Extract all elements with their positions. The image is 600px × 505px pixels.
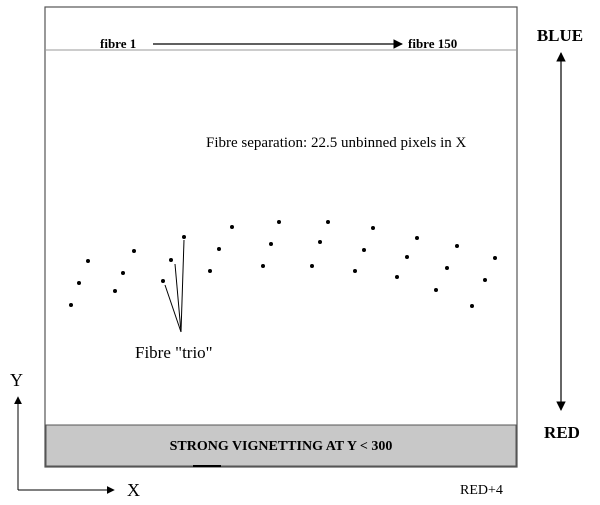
- fibre-dot: [455, 244, 459, 248]
- fibre-dot: [169, 258, 173, 262]
- red-label: RED: [544, 423, 580, 442]
- fibre-dot: [371, 226, 375, 230]
- fibre-dot: [182, 235, 186, 239]
- vignetting-band: [45, 424, 517, 467]
- fibre-dot: [415, 236, 419, 240]
- fibre-dot: [310, 264, 314, 268]
- fibre-dot: [77, 281, 81, 285]
- trio-pointer-line: [174, 263, 182, 333]
- fibre-dot: [493, 256, 497, 260]
- fibre-dot: [217, 247, 221, 251]
- fibre-dots: [69, 220, 497, 308]
- fibre-dot: [230, 225, 234, 229]
- fibre-dot: [69, 303, 73, 307]
- fibre-dot: [277, 220, 281, 224]
- blue-label: BLUE: [537, 26, 583, 45]
- trio-pointer-line: [164, 284, 182, 333]
- fibre-dot: [86, 259, 90, 263]
- fibre-dot: [261, 264, 265, 268]
- fibre-end-label: fibre 150: [408, 36, 457, 51]
- fibre-separation-note: Fibre separation: 22.5 unbinned pixels i…: [206, 135, 467, 151]
- fibre-dot: [470, 304, 474, 308]
- fibre-trio-label: Fibre "trio": [135, 343, 213, 362]
- fibre-dot: [121, 271, 125, 275]
- fibre-dot: [113, 289, 117, 293]
- fibre-dot: [269, 242, 273, 246]
- fibre-dot: [362, 248, 366, 252]
- detector-frame: [44, 6, 518, 468]
- fibre-dot: [132, 249, 136, 253]
- fibre-dot: [395, 275, 399, 279]
- axis-y-label: Y: [10, 370, 23, 390]
- trio-pointer-line: [180, 239, 185, 333]
- fibre-dot: [405, 255, 409, 259]
- fibre-dot: [445, 266, 449, 270]
- fibre-dot: [353, 269, 357, 273]
- fibre-dot: [483, 278, 487, 282]
- trio-pointer-lines: [164, 239, 185, 333]
- fibre-dot: [318, 240, 322, 244]
- vignetting-label: STRONG VIGNETTING AT Y < 300: [170, 439, 393, 454]
- fibre-dot: [208, 269, 212, 273]
- fibre-dot: [434, 288, 438, 292]
- fibre-dot: [326, 220, 330, 224]
- footer-label: RED+4: [460, 483, 503, 498]
- fibre-dot: [161, 279, 165, 283]
- axis-x-label: X: [127, 480, 140, 500]
- fibre-start-label: fibre 1: [100, 36, 136, 51]
